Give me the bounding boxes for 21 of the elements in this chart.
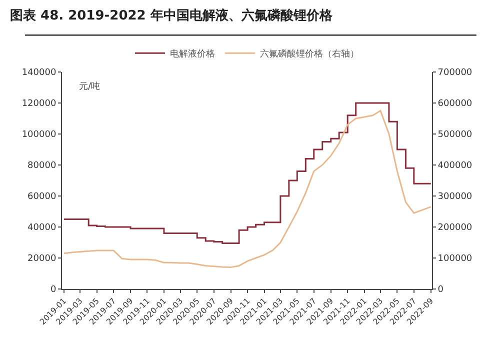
legend-label: 六氟磷酸锂价格（右轴）	[260, 48, 359, 60]
y-axis-title: 元/吨	[79, 81, 100, 92]
y-tick-label: 120000	[22, 99, 56, 110]
y-tick-label: 100000	[22, 130, 56, 140]
y-tick-label: 60000	[28, 192, 56, 202]
y2-tick-label: 600000	[438, 99, 472, 110]
y-tick-label: 80000	[28, 161, 56, 172]
line-series	[63, 110, 432, 268]
chart-title: 图表 48. 2019-2022 年中国电解液、六氟磷酸锂价格	[10, 8, 334, 24]
y2-tick-label: 0	[438, 285, 444, 296]
y2-tick-label: 100000	[438, 254, 472, 264]
y2-tick-label: 400000	[438, 161, 472, 172]
y-tick-label: 0	[50, 285, 56, 296]
y2-tick-label: 500000	[438, 130, 472, 140]
y2-tick-label: 700000	[438, 68, 472, 78]
legend-label: 电解液价格	[170, 48, 215, 60]
y-tick-label: 20000	[28, 254, 56, 264]
y2-tick-label: 300000	[438, 192, 472, 202]
y-tick-label: 140000	[22, 68, 56, 78]
y-tick-label: 40000	[28, 223, 56, 234]
y2-tick-label: 200000	[438, 223, 472, 234]
